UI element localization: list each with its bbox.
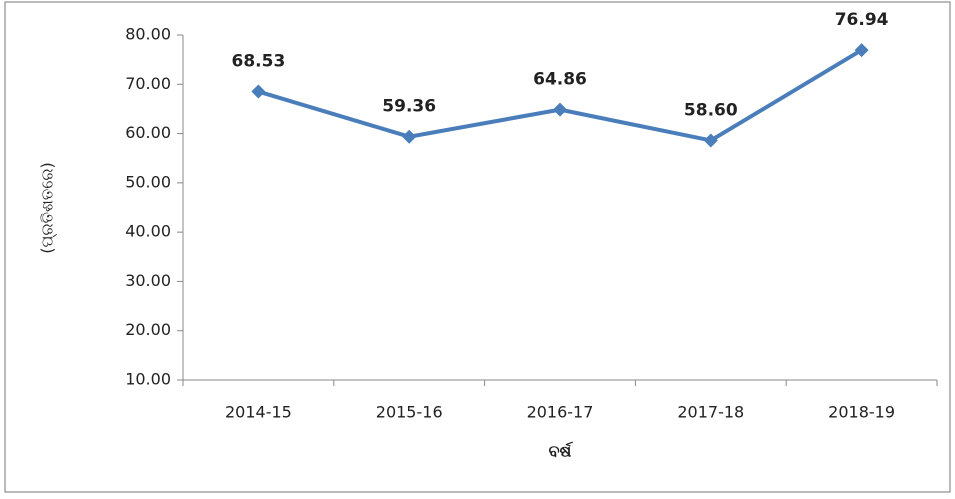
data-label: 64.86	[533, 70, 587, 90]
x-tick-label: 2018-19	[828, 403, 895, 422]
y-axis-label: (ପ୍ରତିଶତରେ)	[38, 162, 57, 253]
y-tick-label: 10.00	[125, 370, 171, 389]
x-tick-label: 2017-18	[677, 403, 744, 422]
x-tick-label: 2016-17	[527, 403, 594, 422]
data-label: 59.36	[382, 97, 436, 117]
data-label: 68.53	[232, 52, 286, 72]
x-tick-label: 2014-15	[225, 403, 292, 422]
x-tick-label: 2015-16	[376, 403, 443, 422]
y-tick-label: 30.00	[125, 271, 171, 290]
data-point	[402, 129, 417, 144]
chart-frame	[4, 1, 951, 493]
data-point	[251, 84, 266, 99]
y-tick-label: 20.00	[125, 320, 171, 339]
y-tick-label: 40.00	[125, 222, 171, 241]
data-label: 58.60	[684, 100, 738, 120]
x-axis-label: ବର୍ଷ	[549, 441, 574, 461]
data-point	[553, 102, 567, 117]
y-tick-label: 80.00	[125, 25, 171, 44]
data-label: 76.94	[835, 10, 889, 30]
data-point	[703, 133, 718, 148]
y-tick-label: 50.00	[125, 172, 171, 191]
y-tick-label: 60.00	[125, 123, 171, 142]
y-tick-label: 70.00	[125, 74, 171, 93]
data-point	[854, 43, 869, 58]
